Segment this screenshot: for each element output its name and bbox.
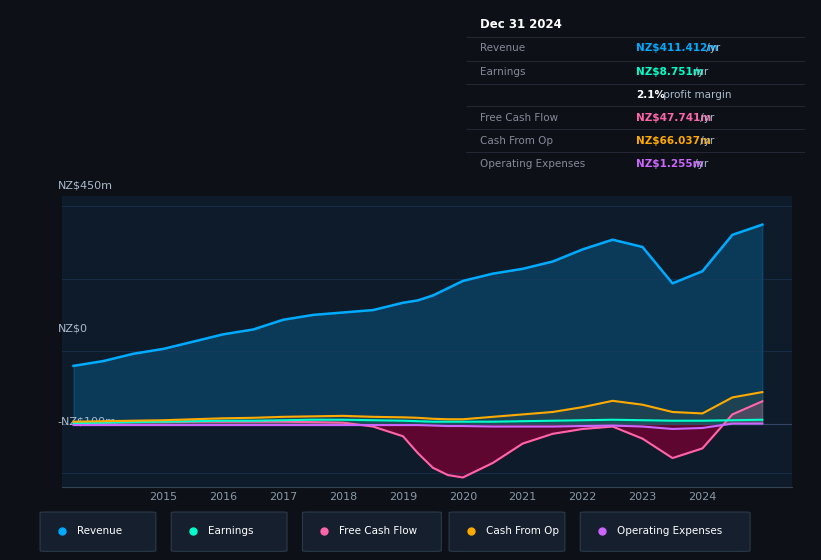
- Text: /yr: /yr: [690, 67, 708, 77]
- FancyBboxPatch shape: [40, 512, 156, 552]
- Text: NZ$450m: NZ$450m: [58, 180, 113, 190]
- Text: Earnings: Earnings: [480, 67, 525, 77]
- Text: Revenue: Revenue: [77, 526, 122, 535]
- Text: NZ$66.037m: NZ$66.037m: [635, 136, 711, 146]
- Text: NZ$411.412m: NZ$411.412m: [635, 43, 718, 53]
- Text: 2.1%: 2.1%: [635, 90, 665, 100]
- FancyBboxPatch shape: [449, 512, 565, 552]
- Text: Free Cash Flow: Free Cash Flow: [340, 526, 418, 535]
- Text: Operating Expenses: Operating Expenses: [617, 526, 722, 535]
- FancyBboxPatch shape: [172, 512, 287, 552]
- FancyBboxPatch shape: [302, 512, 442, 552]
- Text: profit margin: profit margin: [660, 90, 732, 100]
- Text: Revenue: Revenue: [480, 43, 525, 53]
- Text: /yr: /yr: [697, 136, 714, 146]
- Text: /yr: /yr: [697, 113, 714, 123]
- Text: Earnings: Earnings: [209, 526, 254, 535]
- Text: NZ$47.741m: NZ$47.741m: [635, 113, 711, 123]
- FancyBboxPatch shape: [580, 512, 750, 552]
- Text: -NZ$100m: -NZ$100m: [58, 417, 117, 427]
- Text: /yr: /yr: [690, 159, 708, 169]
- Text: Dec 31 2024: Dec 31 2024: [480, 18, 562, 31]
- Text: NZ$0: NZ$0: [58, 324, 88, 334]
- Text: Operating Expenses: Operating Expenses: [480, 159, 585, 169]
- Text: Cash From Op: Cash From Op: [486, 526, 559, 535]
- Text: NZ$8.751m: NZ$8.751m: [635, 67, 704, 77]
- Text: /yr: /yr: [703, 43, 720, 53]
- Text: Free Cash Flow: Free Cash Flow: [480, 113, 558, 123]
- Text: NZ$1.255m: NZ$1.255m: [635, 159, 704, 169]
- Text: Cash From Op: Cash From Op: [480, 136, 553, 146]
